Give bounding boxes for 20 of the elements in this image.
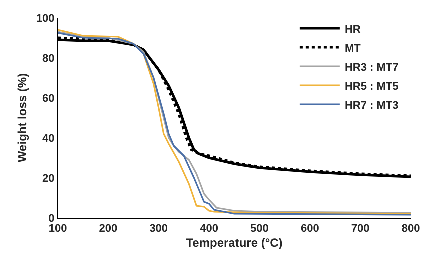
y-tick-label: 60 <box>42 92 55 105</box>
y-tick-label: 80 <box>42 52 55 65</box>
legend-label: HR5 : MT5 <box>344 80 399 93</box>
y-axis-title: Weight loss (%) <box>16 73 30 163</box>
x-tick-label: 300 <box>150 223 168 236</box>
x-axis-title: Temperature (°C) <box>186 236 283 250</box>
x-tick-label: 500 <box>250 223 269 236</box>
legend-label: MT <box>344 42 362 55</box>
y-tick-label: 0 <box>48 212 55 225</box>
y-tick-label: 40 <box>42 132 55 145</box>
x-tick-label: 400 <box>200 223 218 236</box>
x-tick-label: 800 <box>402 223 420 236</box>
x-tick-label: 600 <box>300 223 320 236</box>
y-tick-label: 20 <box>42 172 55 185</box>
legend-label: HR3 : MT7 <box>344 62 399 74</box>
x-tick-label: 700 <box>351 223 370 236</box>
legend-label: HR <box>344 24 361 36</box>
y-tick-label: 100 <box>36 12 55 25</box>
x-tick-label: 200 <box>99 223 118 236</box>
legend-label: HR7 : MT3 <box>344 100 399 112</box>
